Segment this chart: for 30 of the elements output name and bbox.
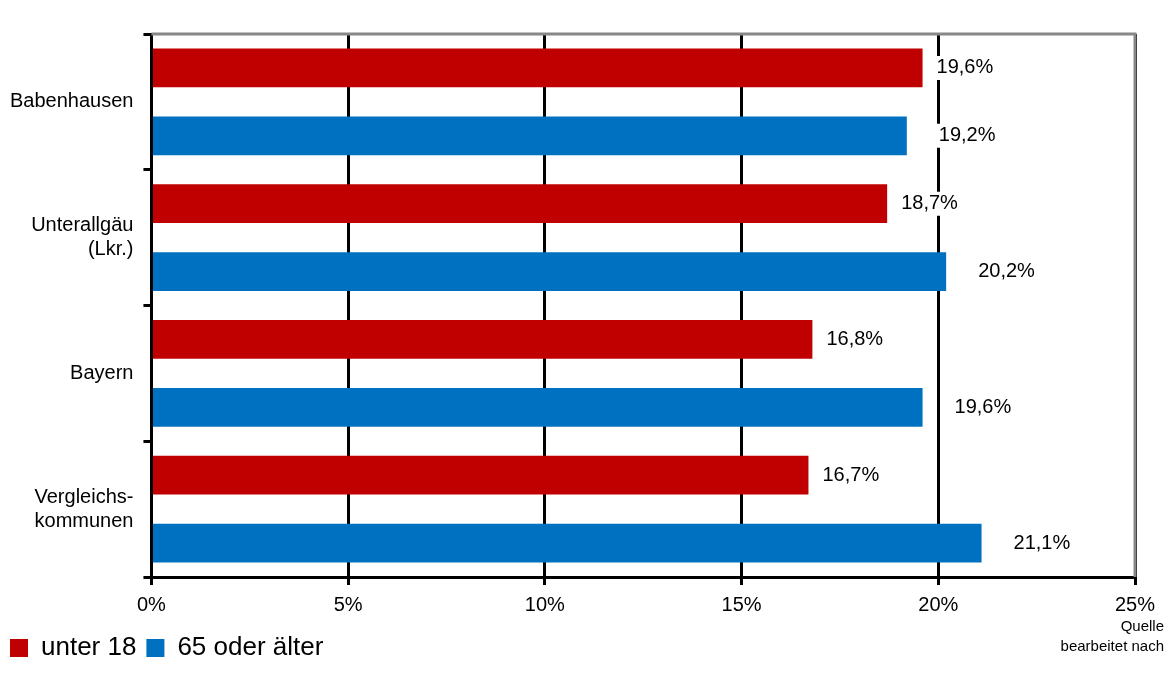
x-tick-label: 0% <box>136 592 167 615</box>
y-tick-label: Vergleichs- kommunen <box>34 484 134 531</box>
data-label: 16,8% <box>826 326 884 349</box>
bar <box>152 252 947 291</box>
x-tick-label: 5% <box>333 592 363 615</box>
data-label: 16,7% <box>822 462 880 485</box>
bar <box>152 48 923 88</box>
data-label: 18,7% <box>901 191 959 214</box>
data-label: 19,6% <box>936 55 994 78</box>
data-label: 19,2% <box>938 123 996 146</box>
x-tick-label: 15% <box>721 592 762 615</box>
data-label: 19,6% <box>954 394 1012 417</box>
legend-label: unter 18 <box>41 631 137 662</box>
bar <box>152 455 809 495</box>
text: bearbeitet nach <box>1060 636 1164 656</box>
y-tick-label: Unterallgäu (Lkr.) <box>31 213 134 260</box>
data-label: 21,1% <box>1013 530 1071 553</box>
legend-label: 65 oder älter <box>177 631 324 662</box>
bar <box>152 116 907 156</box>
x-tick-label: 20% <box>918 592 959 615</box>
y-tick-label: Bayern <box>70 360 134 383</box>
x-tick-label: 10% <box>524 592 566 615</box>
bar <box>152 184 888 224</box>
text: Quelle <box>1119 616 1164 636</box>
bar <box>152 523 982 563</box>
y-tick-label: Babenhausen <box>9 89 134 112</box>
x-tick-label: 25% <box>1114 592 1156 615</box>
data-label: 20,2% <box>978 259 1036 282</box>
bar <box>152 320 813 359</box>
bar <box>152 387 923 427</box>
